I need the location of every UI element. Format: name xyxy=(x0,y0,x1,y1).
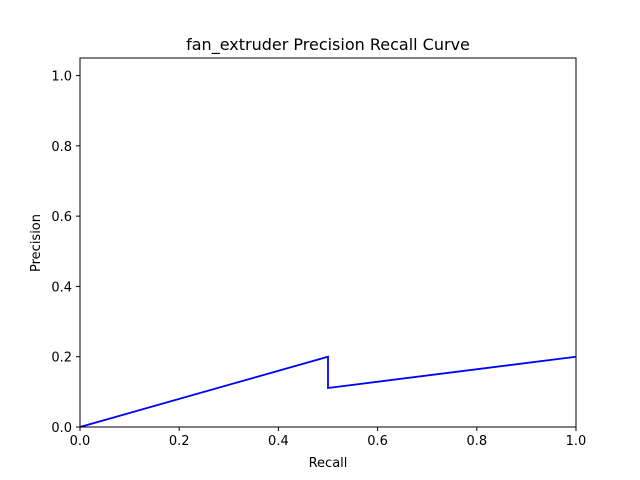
y-tick-label: 0.0 xyxy=(51,421,72,436)
axes-frame xyxy=(79,57,577,428)
x-tick-label: 0.4 xyxy=(268,434,289,449)
x-tick-label: 0.2 xyxy=(169,434,190,449)
y-tick-label: 1.0 xyxy=(51,70,72,85)
y-tick-label: 0.4 xyxy=(51,280,72,295)
y-tick-label: 0.2 xyxy=(51,351,72,366)
chart-title: fan_extruder Precision Recall Curve xyxy=(186,35,470,55)
pr-curve-line xyxy=(79,355,577,428)
x-tick-label: 0.0 xyxy=(70,434,91,449)
y-axis-label: Precision xyxy=(29,214,44,272)
y-tick-label: 0.8 xyxy=(51,140,72,155)
x-axis-label: Recall xyxy=(309,456,348,471)
y-tick-label: 0.6 xyxy=(51,210,72,225)
x-tick-label: 0.8 xyxy=(466,434,487,449)
axis-ticks: 0.0 0.2 0.4 0.6 0.8 1.0 0.0 0.2 0.4 0.6 0.8 1.0 xyxy=(51,70,586,449)
plot-area xyxy=(79,355,577,428)
x-tick-label: 0.6 xyxy=(367,434,388,449)
x-tick-label: 1.0 xyxy=(566,434,587,449)
